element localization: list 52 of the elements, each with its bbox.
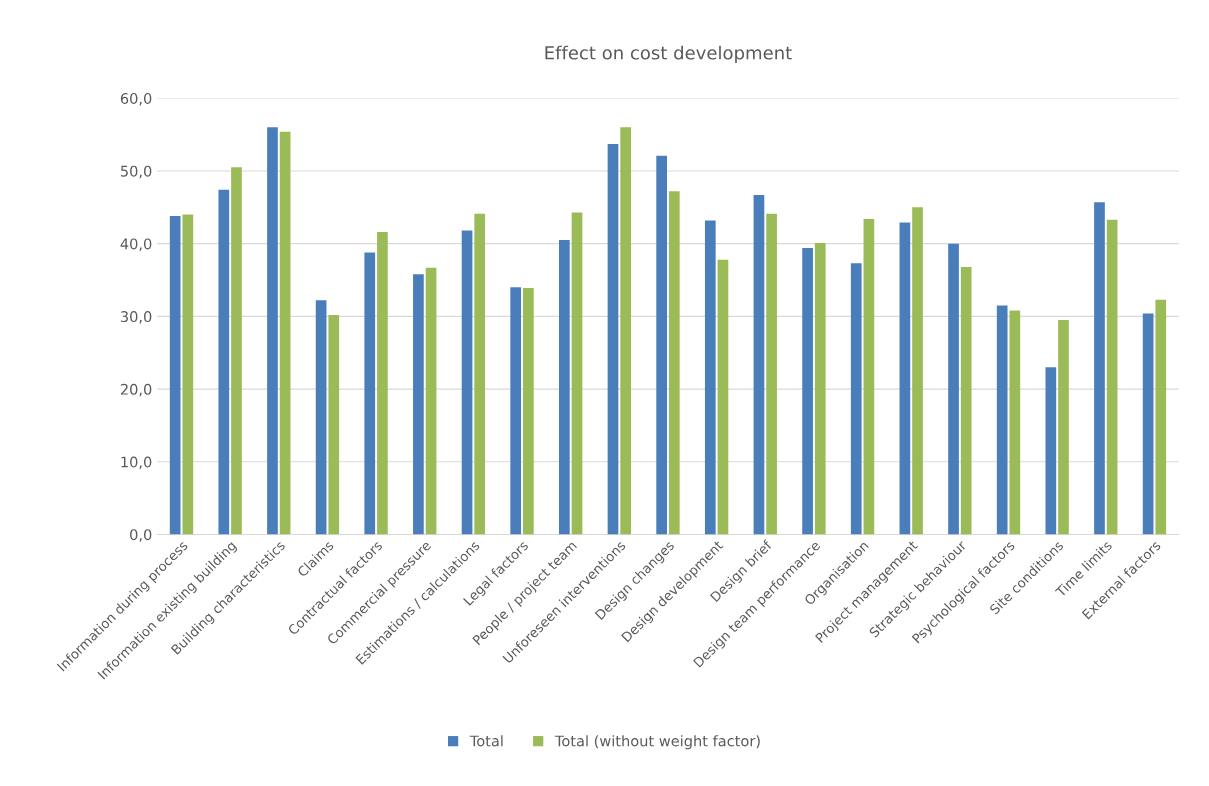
bar — [1155, 299, 1167, 535]
bar — [267, 127, 278, 535]
bar — [704, 220, 716, 535]
y-tick-label: 20,0 — [120, 383, 152, 397]
bar — [656, 155, 667, 535]
bar — [1009, 310, 1021, 535]
bar — [960, 266, 972, 535]
chart-title: Effect on cost development — [545, 45, 792, 64]
bar — [850, 263, 862, 535]
bar — [753, 194, 765, 535]
bar — [328, 314, 340, 535]
y-tick-label: 60,0 — [120, 92, 152, 106]
bar — [766, 213, 777, 535]
bar — [814, 242, 826, 535]
bar — [474, 213, 486, 535]
bar — [231, 167, 242, 535]
bar — [802, 248, 813, 535]
legend-label: Total — [469, 735, 503, 747]
bar — [510, 287, 522, 535]
bar — [364, 252, 376, 535]
bar — [996, 305, 1008, 535]
y-tick-label: 40,0 — [120, 238, 152, 251]
bar — [169, 216, 181, 535]
bar — [912, 207, 923, 535]
bar — [863, 218, 875, 535]
bar — [1058, 320, 1069, 535]
bar — [1106, 219, 1118, 535]
bar — [1045, 367, 1057, 535]
bar — [461, 230, 473, 535]
bar — [899, 222, 911, 535]
bar — [377, 232, 388, 535]
bar — [571, 212, 583, 535]
bar — [948, 243, 959, 535]
y-tick-label: 0,0 — [130, 529, 152, 542]
bar — [182, 214, 194, 535]
y-tick-label: 50,0 — [120, 165, 152, 179]
bar — [620, 127, 631, 535]
y-tick-label: 30,0 — [120, 311, 152, 324]
bar — [1142, 313, 1154, 535]
bar — [1094, 202, 1105, 535]
bar — [607, 144, 619, 535]
bar — [425, 267, 437, 535]
bar — [315, 300, 327, 535]
bar — [523, 288, 534, 535]
bar — [413, 274, 424, 535]
bar — [668, 191, 680, 535]
legend-label: Total (without weight factor) — [554, 735, 760, 750]
bar — [559, 240, 570, 535]
bar — [717, 259, 729, 535]
bar — [279, 131, 291, 535]
y-tick-label: 10,0 — [121, 456, 152, 470]
bar — [218, 189, 230, 535]
